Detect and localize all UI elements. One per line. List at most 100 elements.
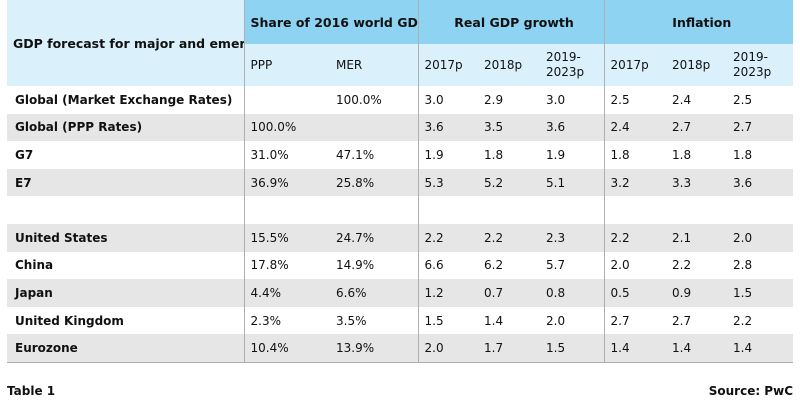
- table-cell: 10.4%: [243, 334, 330, 363]
- table-row: G7 31.0% 47.1% 1.9 1.8 1.9 1.8 1.8 1.8: [7, 141, 794, 169]
- row-label: E7: [7, 168, 244, 197]
- table-cell: 2.3%: [243, 306, 330, 335]
- table-cell: 3.0: [417, 86, 479, 114]
- table-cell: 2.2: [727, 306, 794, 335]
- row-label: United Kingdom: [7, 306, 244, 335]
- subheader-ppp: PPP: [243, 44, 330, 86]
- table-caption: Table 1: [7, 384, 56, 398]
- table-cell: 1.5: [417, 306, 479, 335]
- table-cell: 3.3: [666, 168, 728, 197]
- table-row: United States 15.5% 24.7% 2.2 2.2 2.3 2.2 2.1 2.…: [7, 223, 794, 252]
- table-container: GDP forecast for major and emerging econ…: [7, 0, 794, 363]
- group-header-inflation: Inflation: [603, 0, 794, 44]
- table-cell: 13.9%: [330, 334, 419, 363]
- table-cell: 2.9: [478, 86, 541, 114]
- table-cell: 6.6: [417, 251, 479, 280]
- row-label: [7, 196, 244, 224]
- subheader-growth-2019-2023: 2019-2023p: [540, 44, 605, 86]
- table-cell: 1.9: [417, 141, 479, 169]
- table-cell: 36.9%: [243, 168, 330, 197]
- table-cell: 1.2: [417, 279, 479, 307]
- table-cell: 1.4: [727, 334, 794, 363]
- table-row: [7, 196, 794, 224]
- table-cell: 31.0%: [243, 141, 330, 169]
- table-cell: 47.1%: [330, 141, 419, 169]
- subheader-inflation-2019-2023: 2019-2023p: [727, 44, 794, 86]
- table-cell: 1.5: [540, 334, 605, 363]
- subheader-inflation-2018: 2018p: [666, 44, 728, 86]
- table-body: Global (Market Exchange Rates) 100.0% 3.0 2…: [7, 86, 794, 363]
- table-cell: 1.7: [478, 334, 541, 363]
- table-cell: 25.8%: [330, 168, 419, 197]
- table-cell: 2.7: [666, 306, 728, 335]
- table-cell: 2.0: [540, 306, 605, 335]
- table-cell: 17.8%: [243, 251, 330, 280]
- table-cell: 2.2: [478, 223, 541, 252]
- table-cell: 2.5: [603, 86, 667, 114]
- subheader-inflation-2017: 2017p: [603, 44, 667, 86]
- table-cell: [243, 86, 330, 114]
- table-cell: 3.0: [540, 86, 605, 114]
- table-cell: 0.7: [478, 279, 541, 307]
- group-header-share: Share of 2016 world GDP: [243, 0, 419, 44]
- table-cell: 1.8: [603, 141, 667, 169]
- table-cell: 3.5%: [330, 306, 419, 335]
- table-cell: [330, 196, 419, 224]
- table-row: Global (Market Exchange Rates) 100.0% 3.0 2…: [7, 86, 794, 114]
- table-cell: 2.7: [666, 113, 728, 142]
- table-cell: 3.6: [417, 113, 479, 142]
- table-cell: 5.2: [478, 168, 541, 197]
- table-row: Eurozone 10.4% 13.9% 2.0 1.7 1.5 1.4 1.4 1.4: [7, 334, 794, 363]
- table-cell: 2.3: [540, 223, 605, 252]
- table-cell: 2.0: [417, 334, 479, 363]
- table-cell: 5.7: [540, 251, 605, 280]
- source-note: Source: PwC: [708, 384, 793, 398]
- gdp-forecast-table: GDP forecast for major and emerging econ…: [7, 0, 794, 363]
- table-cell: 24.7%: [330, 223, 419, 252]
- table-cell: 2.4: [603, 113, 667, 142]
- table-cell: 0.9: [666, 279, 728, 307]
- table-cell: 1.9: [540, 141, 605, 169]
- table-cell: 1.4: [478, 306, 541, 335]
- table-cell: 2.5: [727, 86, 794, 114]
- table-cell: [478, 196, 541, 224]
- row-label: Global (Market Exchange Rates): [7, 86, 244, 114]
- row-label: G7: [7, 141, 244, 169]
- table-cell: 100.0%: [243, 113, 330, 142]
- table-cell: [603, 196, 667, 224]
- table-row: Japan 4.4% 6.6% 1.2 0.7 0.8 0.5 0.9 1.5: [7, 279, 794, 307]
- subheader-growth-2017: 2017p: [417, 44, 479, 86]
- table-cell: 6.2: [478, 251, 541, 280]
- table-cell: [243, 196, 330, 224]
- table-cell: 15.5%: [243, 223, 330, 252]
- table-cell: 5.1: [540, 168, 605, 197]
- table-cell: 2.7: [603, 306, 667, 335]
- table-cell: [330, 113, 419, 142]
- table-cell: 3.2: [603, 168, 667, 197]
- table-cell: 2.2: [603, 223, 667, 252]
- table-cell: 4.4%: [243, 279, 330, 307]
- table-cell: 3.5: [478, 113, 541, 142]
- table-cell: 14.9%: [330, 251, 419, 280]
- table-cell: 2.0: [727, 223, 794, 252]
- row-label: Global (PPP Rates): [7, 113, 244, 142]
- table-cell: 1.4: [666, 334, 728, 363]
- row-label: Japan: [7, 279, 244, 307]
- subheader-mer: MER: [330, 44, 419, 86]
- table-row: China 17.8% 14.9% 6.6 6.2 5.7 2.0 2.2 2.8: [7, 251, 794, 280]
- table-cell: 2.2: [666, 251, 728, 280]
- table-cell: 1.8: [727, 141, 794, 169]
- table-corner-header: GDP forecast for major and emerging econ…: [7, 0, 244, 86]
- table-cell: [540, 196, 605, 224]
- table-cell: 0.8: [540, 279, 605, 307]
- table-cell: [417, 196, 479, 224]
- table-cell: [727, 196, 794, 224]
- table-cell: 2.2: [417, 223, 479, 252]
- table-cell: 1.8: [478, 141, 541, 169]
- subheader-growth-2018: 2018p: [478, 44, 541, 86]
- table-cell: 6.6%: [330, 279, 419, 307]
- table-cell: 5.3: [417, 168, 479, 197]
- table-cell: 2.0: [603, 251, 667, 280]
- table-row: United Kingdom 2.3% 3.5% 1.5 1.4 2.0 2.7 2.7 2.2: [7, 306, 794, 335]
- table-cell: 2.4: [666, 86, 728, 114]
